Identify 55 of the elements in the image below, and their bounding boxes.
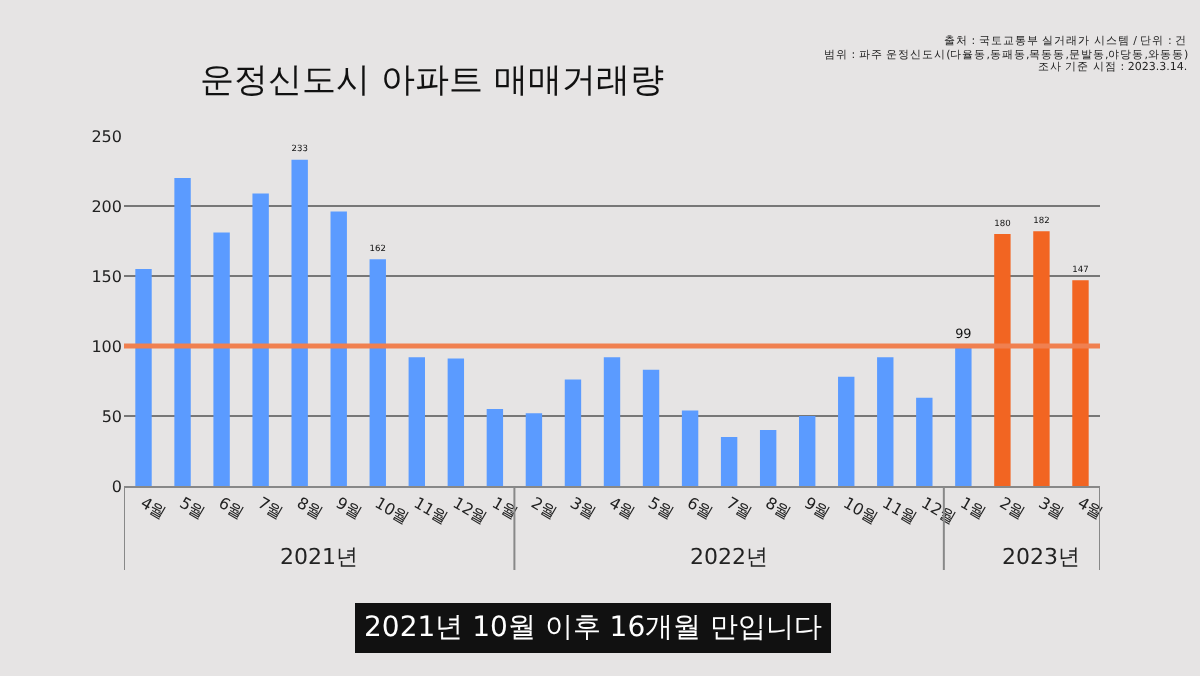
bar: [1072, 280, 1089, 486]
x-tick-label: 4월: [137, 494, 170, 523]
x-tick-label: 8월: [293, 494, 326, 523]
bar: [135, 269, 152, 486]
bar: [486, 409, 504, 486]
x-tick-label: 8월: [762, 494, 794, 523]
bar: [955, 347, 972, 486]
y-tick-label: 100: [91, 337, 122, 356]
bar: [525, 413, 543, 486]
x-tick-label: 5월: [645, 494, 677, 523]
bar: [447, 358, 465, 486]
y-tick-label: 150: [91, 267, 122, 286]
x-tick-label: 6월: [684, 494, 716, 523]
x-tick-label: 1월: [957, 494, 990, 523]
x-tick-label: 9월: [332, 494, 365, 523]
bar: [252, 193, 269, 486]
bar: [681, 410, 699, 486]
bar: [174, 178, 191, 486]
x-tick-label: 2월: [527, 494, 560, 523]
x-tick-label: 6월: [215, 494, 248, 523]
text: 2022년: [690, 544, 768, 570]
bar: [603, 357, 621, 486]
text: 2023년: [1002, 544, 1080, 570]
chart-title: 운정신도시 아파트 매매거래량: [200, 61, 664, 102]
y-tick-label: 200: [91, 197, 122, 216]
bar: [213, 232, 230, 486]
y-tick-label: 250: [91, 127, 122, 146]
x-tick-label: 3월: [1035, 494, 1068, 523]
bar: [720, 437, 738, 486]
bar: [291, 159, 308, 486]
bar: [564, 379, 582, 486]
x-tick-label: 1월: [488, 494, 521, 523]
bar: [1033, 231, 1050, 486]
x-tick-label: 4월: [1074, 494, 1107, 523]
bar: [838, 376, 855, 486]
x-tick-label: 5월: [176, 494, 209, 523]
bar: [877, 357, 894, 486]
bar: [408, 357, 425, 486]
bar: [916, 397, 933, 486]
x-tick-label: 9월: [801, 494, 833, 523]
bar: [994, 234, 1011, 486]
x-tick-label: 3월: [566, 494, 599, 523]
y-tick-label: 50: [101, 407, 122, 426]
text: 2021년: [280, 544, 358, 570]
x-tick-label: 7월: [723, 494, 755, 523]
x-tick-label: 2월: [996, 494, 1029, 523]
bar: [759, 430, 777, 486]
bar: [799, 416, 816, 486]
y-tick-label: 0: [111, 477, 122, 496]
x-tick-label: 4월: [606, 494, 638, 523]
x-tick-label: 7월: [254, 494, 287, 523]
text: 2021년 10월 이후 16개월 만입니다: [364, 612, 823, 644]
bar: [330, 211, 347, 486]
bar: [369, 259, 386, 486]
bar: [642, 369, 660, 486]
